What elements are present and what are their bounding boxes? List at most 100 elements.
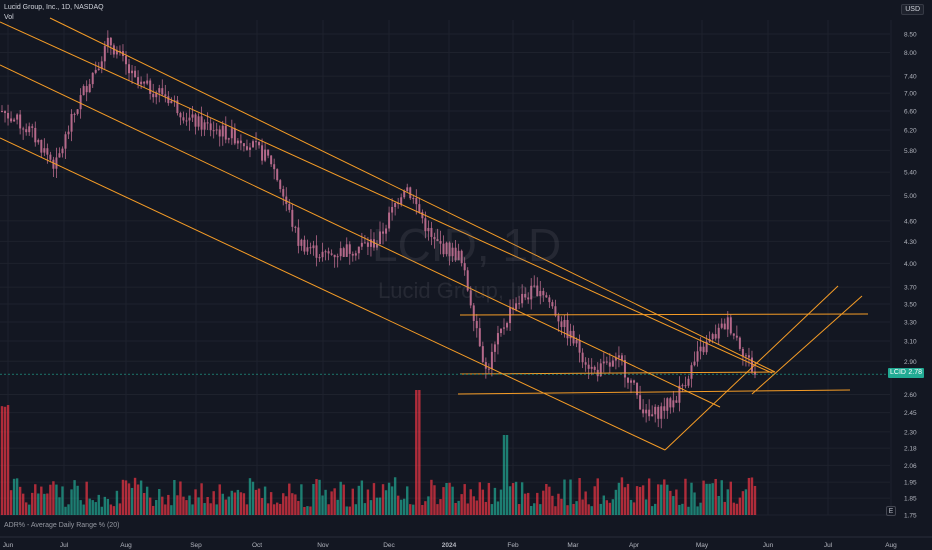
candle-body: [436, 239, 439, 242]
volume-bar: [342, 484, 345, 515]
candle-body: [675, 400, 678, 403]
candle-body: [472, 305, 475, 321]
volume-bar: [753, 485, 757, 515]
symbol-title[interactable]: Lucid Group, Inc., 1D, NASDAQ: [4, 4, 104, 11]
earnings-button[interactable]: E: [886, 506, 896, 516]
volume-bar: [596, 478, 599, 515]
candle-body: [415, 198, 418, 205]
candle-body: [303, 239, 306, 252]
volume-bar: [584, 491, 587, 515]
volume-bar: [533, 503, 536, 515]
volume-label[interactable]: Vol: [4, 14, 14, 21]
candle-body: [666, 398, 669, 411]
candle-body: [690, 365, 693, 379]
volume-bar: [539, 504, 542, 515]
price-tag-symbol: LCID: [890, 369, 906, 376]
volume-bar: [548, 486, 551, 515]
candle-body: [460, 250, 463, 264]
candle-body: [94, 69, 97, 73]
volume-bar: [726, 489, 729, 515]
candle-body: [70, 113, 73, 132]
y-tick-label: 3.30: [904, 319, 917, 326]
candle-body: [279, 180, 282, 190]
volume-bar: [55, 484, 58, 515]
volume-bar: [390, 486, 394, 515]
volume-bar: [339, 481, 342, 515]
volume-bar: [451, 486, 454, 515]
volume-bar: [542, 490, 545, 515]
indicator-label[interactable]: ADR% - Average Daily Range % (20): [4, 522, 120, 529]
x-tick-label: Mar: [567, 542, 579, 549]
volume-bar: [115, 490, 119, 515]
volume-bar: [263, 486, 267, 515]
candle-body: [723, 323, 726, 330]
candle-body: [245, 146, 248, 150]
candle-body: [61, 148, 64, 154]
volume-bar: [97, 494, 100, 515]
volume-bar: [43, 493, 46, 515]
last-price-tag: LCID 2.78: [888, 368, 924, 378]
candle-body: [1, 110, 3, 112]
candle-body: [43, 148, 46, 153]
volume-bar: [729, 481, 733, 515]
candle-body: [451, 247, 454, 257]
volume-bar: [321, 495, 324, 515]
volume-bar: [291, 493, 294, 515]
x-tick-label: Aug: [120, 542, 132, 549]
candle-body: [533, 285, 536, 287]
volume-bar: [363, 503, 367, 515]
x-tick-label: Aug: [885, 542, 897, 549]
currency-button[interactable]: USD: [901, 4, 924, 15]
volume-bar: [399, 499, 403, 515]
volume-bar: [188, 495, 191, 515]
volume-bar: [393, 477, 397, 515]
candle-body: [218, 129, 221, 137]
volume-bar: [403, 498, 406, 515]
candle-body: [454, 247, 457, 261]
trendline: [459, 313, 869, 316]
volume-bar: [672, 496, 675, 515]
volume-bar: [309, 506, 312, 515]
volume-bar: [445, 483, 448, 515]
candle-body: [548, 297, 551, 303]
y-tick-label: 5.80: [904, 148, 917, 155]
candle-body: [499, 328, 502, 334]
y-tick-label: 2.90: [904, 359, 917, 366]
volume-bar: [523, 493, 527, 515]
volume-bar: [478, 482, 482, 515]
volume-bar: [378, 497, 382, 515]
candle-body: [657, 406, 660, 419]
volume-bar: [206, 496, 209, 515]
volume-bar: [257, 488, 261, 515]
candle-body: [88, 84, 91, 93]
volume-bar: [18, 486, 22, 515]
volume-bar: [545, 483, 548, 515]
volume-bar: [170, 505, 173, 515]
candle-body: [324, 251, 327, 253]
candle-body: [366, 242, 369, 247]
candle-body: [693, 361, 696, 366]
volume-bar: [357, 485, 361, 515]
candle-body: [747, 355, 750, 358]
volume-bar: [635, 486, 639, 515]
candle-body: [176, 100, 179, 114]
candle-body: [345, 244, 348, 257]
y-tick-label: 4.60: [904, 218, 917, 225]
candle-body: [654, 406, 657, 415]
volume-bar: [136, 484, 140, 515]
candle-body: [76, 109, 79, 114]
x-tick-label: Dec: [383, 542, 395, 549]
volume-bar: [127, 483, 131, 515]
volume-bar: [442, 487, 445, 515]
candle-body: [687, 378, 690, 386]
candle-body: [34, 127, 37, 143]
candle-body: [351, 253, 354, 256]
candle-body: [109, 37, 112, 46]
candle-body: [137, 77, 140, 85]
candle-body: [608, 362, 611, 367]
watermark-name: Lucid Group, Inc.: [378, 278, 546, 303]
volume-bar: [303, 506, 306, 515]
volume-bar: [100, 506, 103, 515]
trendline: [0, 21, 773, 374]
